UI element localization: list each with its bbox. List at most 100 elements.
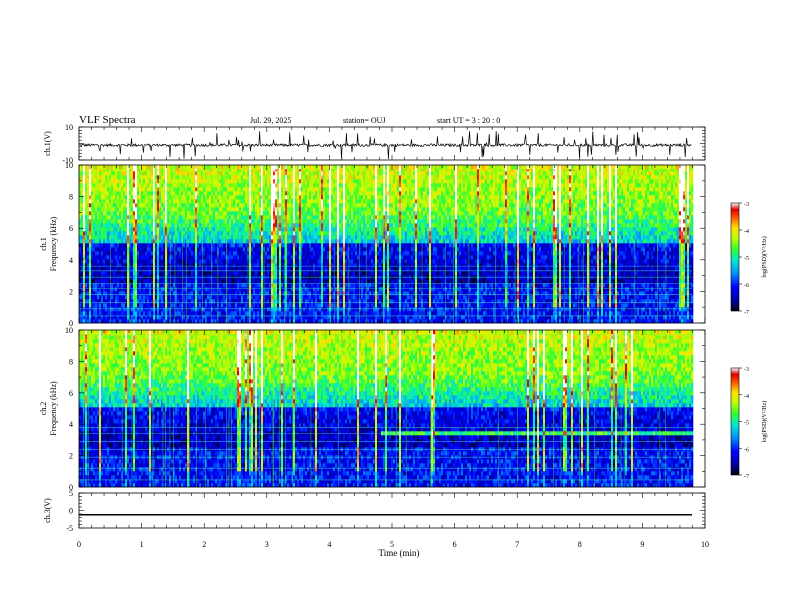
heatmap-cell — [193, 179, 195, 183]
heatmap-cell — [227, 179, 229, 183]
heatmap-cell — [303, 215, 305, 219]
heatmap-cell — [199, 307, 201, 311]
heatmap-cell — [253, 183, 255, 187]
heatmap-cell — [257, 287, 259, 291]
heatmap-cell — [187, 259, 189, 263]
heatmap-cell — [133, 235, 135, 239]
heatmap-cell — [203, 287, 205, 291]
heatmap-cell — [145, 287, 147, 291]
heatmap-cell — [291, 215, 293, 219]
heatmap-cell — [285, 231, 287, 235]
heatmap-cell — [177, 191, 179, 195]
heatmap-cell — [241, 307, 243, 311]
heatmap-cell — [281, 263, 283, 267]
heatmap-cell — [241, 259, 243, 263]
heatmap-cell — [119, 255, 121, 259]
heatmap-cell — [221, 271, 223, 275]
heatmap-cell — [105, 171, 107, 175]
heatmap-cell — [137, 199, 139, 203]
heatmap-cell — [265, 231, 267, 235]
heatmap-cell — [101, 179, 103, 183]
heatmap-cell — [201, 255, 203, 259]
heatmap-cell — [125, 307, 127, 311]
heatmap-cell — [199, 295, 201, 299]
heatmap-cell — [189, 271, 191, 275]
heatmap-cell — [187, 179, 189, 183]
heatmap-cell — [261, 263, 263, 267]
heatmap-cell — [121, 219, 123, 223]
station-label: station= OUJ — [343, 116, 386, 125]
heatmap-cell — [271, 227, 273, 231]
heatmap-cell — [261, 239, 263, 243]
heatmap-cell — [119, 227, 121, 231]
heatmap-cell — [305, 165, 307, 169]
heatmap-cell — [291, 223, 293, 227]
heatmap-cell — [121, 227, 123, 231]
heatmap-cell — [157, 195, 159, 199]
heatmap-cell — [115, 271, 117, 275]
heatmap-cell — [151, 259, 153, 263]
heatmap-cell — [135, 187, 137, 191]
heatmap-cell — [313, 239, 315, 243]
heatmap-cell — [255, 195, 257, 199]
start-time-label: start UT = 3 : 20 : 0 — [437, 116, 500, 125]
heatmap-cell — [253, 235, 255, 239]
heatmap-cell — [193, 175, 195, 179]
heatmap-cell — [113, 165, 115, 169]
heatmap-cell — [143, 183, 145, 187]
heatmap-cell — [253, 219, 255, 223]
heatmap-cell — [251, 271, 253, 275]
heatmap-cell — [245, 195, 247, 199]
heatmap-cell — [221, 187, 223, 191]
heatmap-cell — [297, 243, 299, 247]
heatmap-cell — [133, 287, 135, 291]
heatmap-cell — [205, 165, 207, 169]
heatmap-cell — [135, 243, 137, 247]
heatmap-cell — [139, 279, 141, 283]
heatmap-cell — [313, 311, 315, 315]
heatmap-cell — [229, 219, 231, 223]
heatmap-cell — [257, 271, 259, 275]
heatmap-cell — [305, 171, 307, 175]
heatmap-cell — [187, 311, 189, 315]
heatmap-cell — [315, 303, 317, 307]
heatmap-cell — [313, 255, 315, 259]
heatmap-cell — [133, 239, 135, 243]
heatmap-cell — [97, 199, 99, 203]
heatmap-cell — [157, 243, 159, 247]
heatmap-cell — [91, 187, 93, 191]
heatmap-cell — [125, 259, 127, 263]
heatmap-cell — [317, 231, 319, 235]
heatmap-cell — [255, 219, 257, 223]
heatmap-cell — [81, 223, 83, 227]
heatmap-cell — [177, 271, 179, 275]
heatmap-cell — [259, 191, 261, 195]
heatmap-cell — [255, 263, 257, 267]
heatmap-cell — [145, 239, 147, 243]
heatmap-cell — [285, 259, 287, 263]
heatmap-cell — [89, 271, 91, 275]
heatmap-cell — [223, 243, 225, 247]
heatmap-cell — [107, 187, 109, 191]
heatmap-cell — [107, 311, 109, 315]
heatmap-cell — [241, 295, 243, 299]
heatmap-cell — [305, 227, 307, 231]
heatmap-cell — [295, 239, 297, 243]
heatmap-cell — [201, 295, 203, 299]
heatmap-cell — [93, 207, 95, 211]
heatmap-cell — [117, 279, 119, 283]
heatmap-cell — [203, 271, 205, 275]
heatmap-cell — [143, 307, 145, 311]
heatmap-cell — [135, 279, 137, 283]
heatmap-cell — [125, 203, 127, 207]
heatmap-cell — [257, 165, 259, 169]
heatmap-cell — [315, 195, 317, 199]
heatmap-cell — [147, 295, 149, 299]
heatmap-cell — [223, 165, 225, 169]
heatmap-cell — [219, 211, 221, 215]
heatmap-cell — [161, 207, 163, 211]
heatmap-cell — [203, 179, 205, 183]
heatmap-cell — [129, 219, 131, 223]
heatmap-cell — [289, 203, 291, 207]
heatmap-cell — [121, 307, 123, 311]
